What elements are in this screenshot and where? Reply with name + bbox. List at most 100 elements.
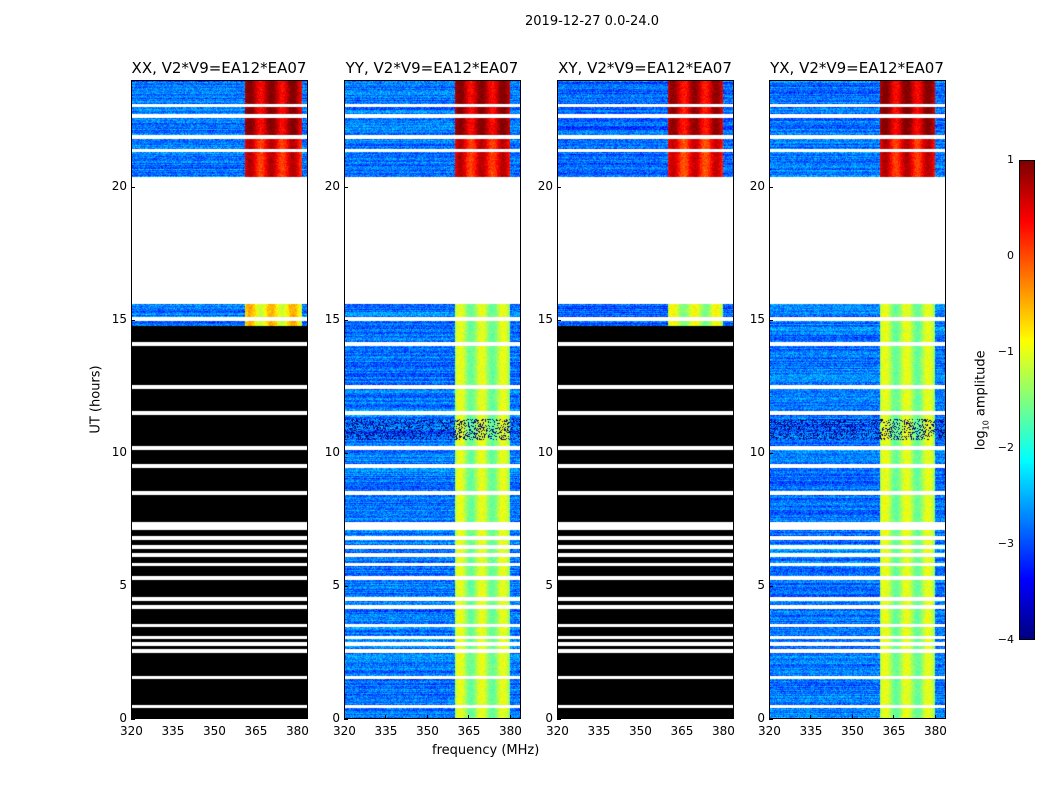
y-tick-label: 10 xyxy=(111,444,127,459)
y-tick-label: 15 xyxy=(324,311,340,326)
y-tick xyxy=(344,719,348,720)
colorbar-tick-label: −1 xyxy=(997,345,1014,358)
x-tick-label: 380 xyxy=(711,724,735,738)
y-tick xyxy=(344,186,348,188)
x-tick-label: 350 xyxy=(415,724,439,738)
y-tick-label: 10 xyxy=(324,444,340,459)
x-tick-label: 350 xyxy=(628,724,652,738)
heatmap-image xyxy=(132,81,307,718)
x-tick xyxy=(426,715,428,719)
y-tick xyxy=(769,319,773,321)
panel-title: XY, V2*V9=EA12*EA07 xyxy=(558,59,732,77)
y-tick xyxy=(131,585,135,587)
y-tick xyxy=(344,319,348,321)
y-tick-label: 5 xyxy=(757,577,765,592)
x-tick xyxy=(557,715,558,719)
x-tick xyxy=(769,715,770,719)
y-tick xyxy=(344,585,348,587)
y-tick-label: 5 xyxy=(332,577,340,592)
x-tick-label: 335 xyxy=(374,724,398,738)
x-tick xyxy=(213,715,215,719)
x-tick xyxy=(255,715,257,719)
y-tick xyxy=(131,319,135,321)
colorbar-tick-label: −2 xyxy=(997,441,1014,454)
heatmap-image xyxy=(558,81,733,718)
x-tick-label: 380 xyxy=(923,724,947,738)
y-tick-label: 0 xyxy=(119,711,127,725)
x-tick xyxy=(131,715,132,719)
x-tick xyxy=(893,715,895,719)
x-tick-label: 380 xyxy=(498,724,522,738)
x-tick xyxy=(172,715,174,719)
x-tick xyxy=(509,715,511,719)
x-tick-label: 335 xyxy=(161,724,185,738)
y-tick-label: 20 xyxy=(537,178,553,193)
colorbar xyxy=(1019,160,1035,640)
colorbar-gradient xyxy=(1020,161,1034,639)
x-tick-label: 350 xyxy=(202,724,226,738)
x-tick-label: 365 xyxy=(244,724,268,738)
panel-title: XX, V2*V9=EA12*EA07 xyxy=(131,59,307,77)
colorbar-tick-label: 1 xyxy=(1007,153,1014,166)
colorbar-tick-label: −3 xyxy=(997,537,1014,550)
y-tick-label: 10 xyxy=(749,444,765,459)
y-tick-label: 20 xyxy=(111,178,127,193)
y-tick-label: 5 xyxy=(545,577,553,592)
x-tick-label: 320 xyxy=(758,724,781,738)
y-tick-label: 15 xyxy=(111,311,127,326)
y-tick xyxy=(131,719,135,720)
y-tick-label: 10 xyxy=(537,444,553,459)
y-axis-label: UT (hours) xyxy=(88,365,104,434)
figure-title: 2019-12-27 0.0-24.0 xyxy=(525,14,659,29)
heatmap-image xyxy=(770,81,945,718)
x-tick xyxy=(934,715,936,719)
spectrogram-panel xyxy=(557,80,734,719)
y-tick xyxy=(557,585,561,587)
x-tick xyxy=(385,715,387,719)
panel-title: YY, V2*V9=EA12*EA07 xyxy=(345,59,519,77)
y-tick-label: 15 xyxy=(537,311,553,326)
y-tick-label: 0 xyxy=(757,711,765,725)
y-tick xyxy=(557,186,561,188)
x-tick-label: 335 xyxy=(587,724,611,738)
x-tick xyxy=(722,715,724,719)
y-tick xyxy=(769,452,773,454)
x-tick xyxy=(810,715,812,719)
x-tick xyxy=(639,715,641,719)
x-tick-label: 365 xyxy=(670,724,694,738)
spectrogram-panel xyxy=(131,80,308,719)
y-tick-label: 20 xyxy=(324,178,340,193)
x-tick-label: 365 xyxy=(882,724,906,738)
x-tick-label: 335 xyxy=(799,724,823,738)
x-tick-label: 320 xyxy=(120,724,143,738)
y-tick-label: 0 xyxy=(332,711,340,725)
y-tick-label: 15 xyxy=(749,311,765,326)
y-tick xyxy=(769,719,773,720)
x-tick xyxy=(296,715,298,719)
y-tick xyxy=(344,452,348,454)
y-tick xyxy=(769,186,773,188)
spectrogram-panel xyxy=(769,80,946,719)
x-tick-label: 350 xyxy=(840,724,864,738)
x-tick xyxy=(681,715,683,719)
y-tick xyxy=(557,319,561,321)
y-tick-label: 5 xyxy=(119,577,127,592)
x-tick xyxy=(468,715,470,719)
x-tick-label: 365 xyxy=(457,724,481,738)
x-tick-label: 320 xyxy=(333,724,356,738)
spectrogram-panel xyxy=(344,80,521,719)
y-tick-label: 20 xyxy=(749,178,765,193)
x-axis-label: frequency (MHz) xyxy=(432,743,540,758)
y-tick xyxy=(557,452,561,454)
colorbar-tick-label: −4 xyxy=(997,633,1014,646)
x-tick xyxy=(598,715,600,719)
y-tick xyxy=(769,585,773,587)
x-tick-label: 320 xyxy=(546,724,569,738)
colorbar-label: log10 amplitude xyxy=(973,350,991,451)
y-tick xyxy=(131,186,135,188)
x-tick xyxy=(344,715,345,719)
colorbar-tick-label: 0 xyxy=(1007,249,1014,262)
y-tick-label: 0 xyxy=(545,711,553,725)
x-tick xyxy=(851,715,853,719)
